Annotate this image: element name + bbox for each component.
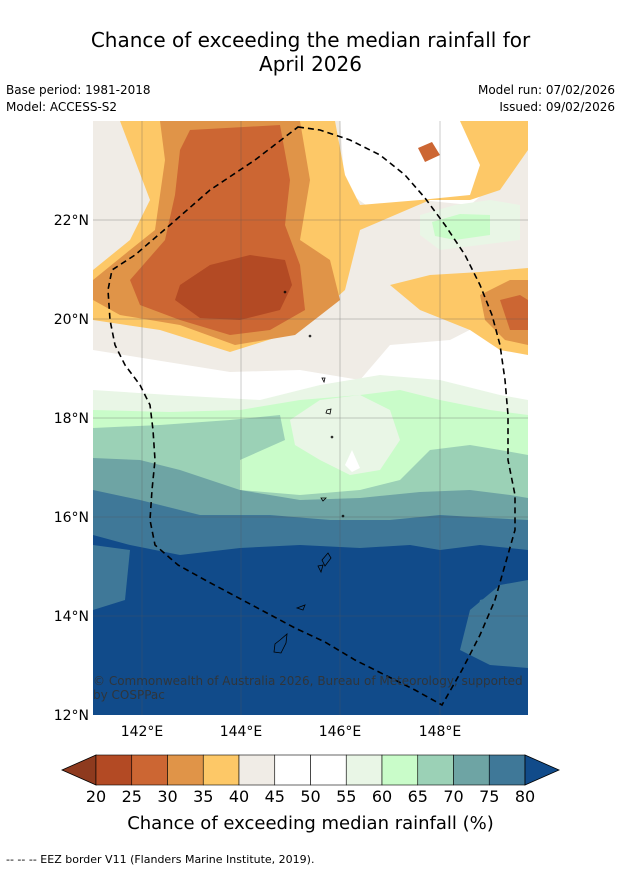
colorbar-tick-55: 55 <box>336 787 357 806</box>
field-30-east <box>500 295 528 330</box>
island-guam <box>273 633 288 654</box>
lat-label-20: 20°N <box>54 312 89 328</box>
model-run: Model run: 07/02/2026 <box>477 83 615 97</box>
field-white-spot <box>345 450 360 472</box>
island-rota <box>295 604 306 611</box>
colorbar-bin-60-65 <box>381 754 419 786</box>
colorbar-extend-high <box>524 754 560 786</box>
colorbar-tick-30: 30 <box>157 787 178 806</box>
field-30-spot <box>418 142 440 162</box>
island-4 <box>330 435 334 439</box>
lat-label-12: 12°N <box>54 708 89 724</box>
colorbar-bin-70-75 <box>453 754 490 786</box>
colorbar-tick-25: 25 <box>121 787 142 806</box>
field-80-east-tongue <box>460 580 528 668</box>
island-6 <box>308 334 312 338</box>
colorbar-bin-25-30 <box>131 754 168 786</box>
copyright-line1: © Commonwealth of Australia 2026, Bureau… <box>93 674 523 688</box>
colorbar-tick-80: 80 <box>514 787 536 806</box>
colorbar-bin-50-55 <box>310 754 347 786</box>
colorbar-bin-30-35 <box>167 754 204 786</box>
colorbar-extend-low <box>61 754 97 786</box>
colorbar-tick-40: 40 <box>228 787 250 806</box>
colorbar-tick-65: 65 <box>407 787 428 806</box>
island-5 <box>341 514 345 518</box>
colorbar-bin-65-70 <box>417 754 454 786</box>
colorbar-bin-35-40 <box>202 754 240 786</box>
island-3 <box>321 377 326 384</box>
colorbar <box>61 754 560 786</box>
lon-label-142: 142°E <box>121 724 164 740</box>
island-1 <box>320 497 327 502</box>
colorbar-title: Chance of exceeding median rainfall (%) <box>127 813 494 834</box>
island-tinian <box>317 564 324 574</box>
colorbar-bin-20-25 <box>95 754 133 786</box>
lon-label-148: 148°E <box>419 724 462 740</box>
colorbar-tick-60: 60 <box>371 787 393 806</box>
lat-label-22: 22°N <box>54 213 89 229</box>
colorbar-tick-20: 20 <box>85 787 107 806</box>
colorbar-bin-55-60 <box>345 754 383 786</box>
colorbar-tick-75: 75 <box>479 787 500 806</box>
field-white-notch <box>340 121 500 215</box>
field-80-west-tongue <box>93 545 130 610</box>
field-60-inner <box>290 395 400 475</box>
eez-legend: -- -- -- EEZ border V11 (Flanders Marine… <box>6 853 315 866</box>
island-saipan <box>321 552 332 567</box>
islands <box>273 290 345 654</box>
lon-label-146: 146°E <box>319 724 362 740</box>
graticule <box>93 121 528 715</box>
issued-date: Issued: 09/02/2026 <box>499 100 615 114</box>
colorbar-tick-70: 70 <box>443 787 464 806</box>
map-field: © Commonwealth of Australia 2026, Bureau… <box>93 121 528 715</box>
field-65-north <box>432 214 490 240</box>
colorbar-tick-35: 35 <box>193 787 214 806</box>
colorbar-bin-75-80 <box>488 754 526 786</box>
copyright-line2: by COSPPac <box>93 688 165 702</box>
lat-label-18: 18°N <box>54 411 89 427</box>
model-name: Model: ACCESS-S2 <box>6 100 118 114</box>
island-7 <box>283 290 287 294</box>
colorbar-bin-45-50 <box>274 754 311 786</box>
lon-label-144: 144°E <box>220 724 263 740</box>
colorbar-bin-40-45 <box>238 754 276 786</box>
colorbar-tick-45: 45 <box>264 787 285 806</box>
colorbar-tick-50: 50 <box>300 787 321 806</box>
eez-border <box>107 126 516 707</box>
lon-axis: 142°E 144°E 146°E 148°E <box>121 724 462 740</box>
field-80plus-band <box>93 535 528 715</box>
lat-label-14: 14°N <box>54 609 89 625</box>
lat-axis: 22°N 20°N 18°N 16°N 14°N 12°N <box>54 213 89 724</box>
island-2 <box>325 408 332 415</box>
base-period: Base period: 1981-2018 <box>6 83 151 97</box>
field-25-core <box>175 255 292 320</box>
map-title-line2: April 2026 <box>259 52 362 76</box>
map-title-line1: Chance of exceeding the median rainfall … <box>90 28 531 52</box>
lat-label-16: 16°N <box>54 510 89 526</box>
